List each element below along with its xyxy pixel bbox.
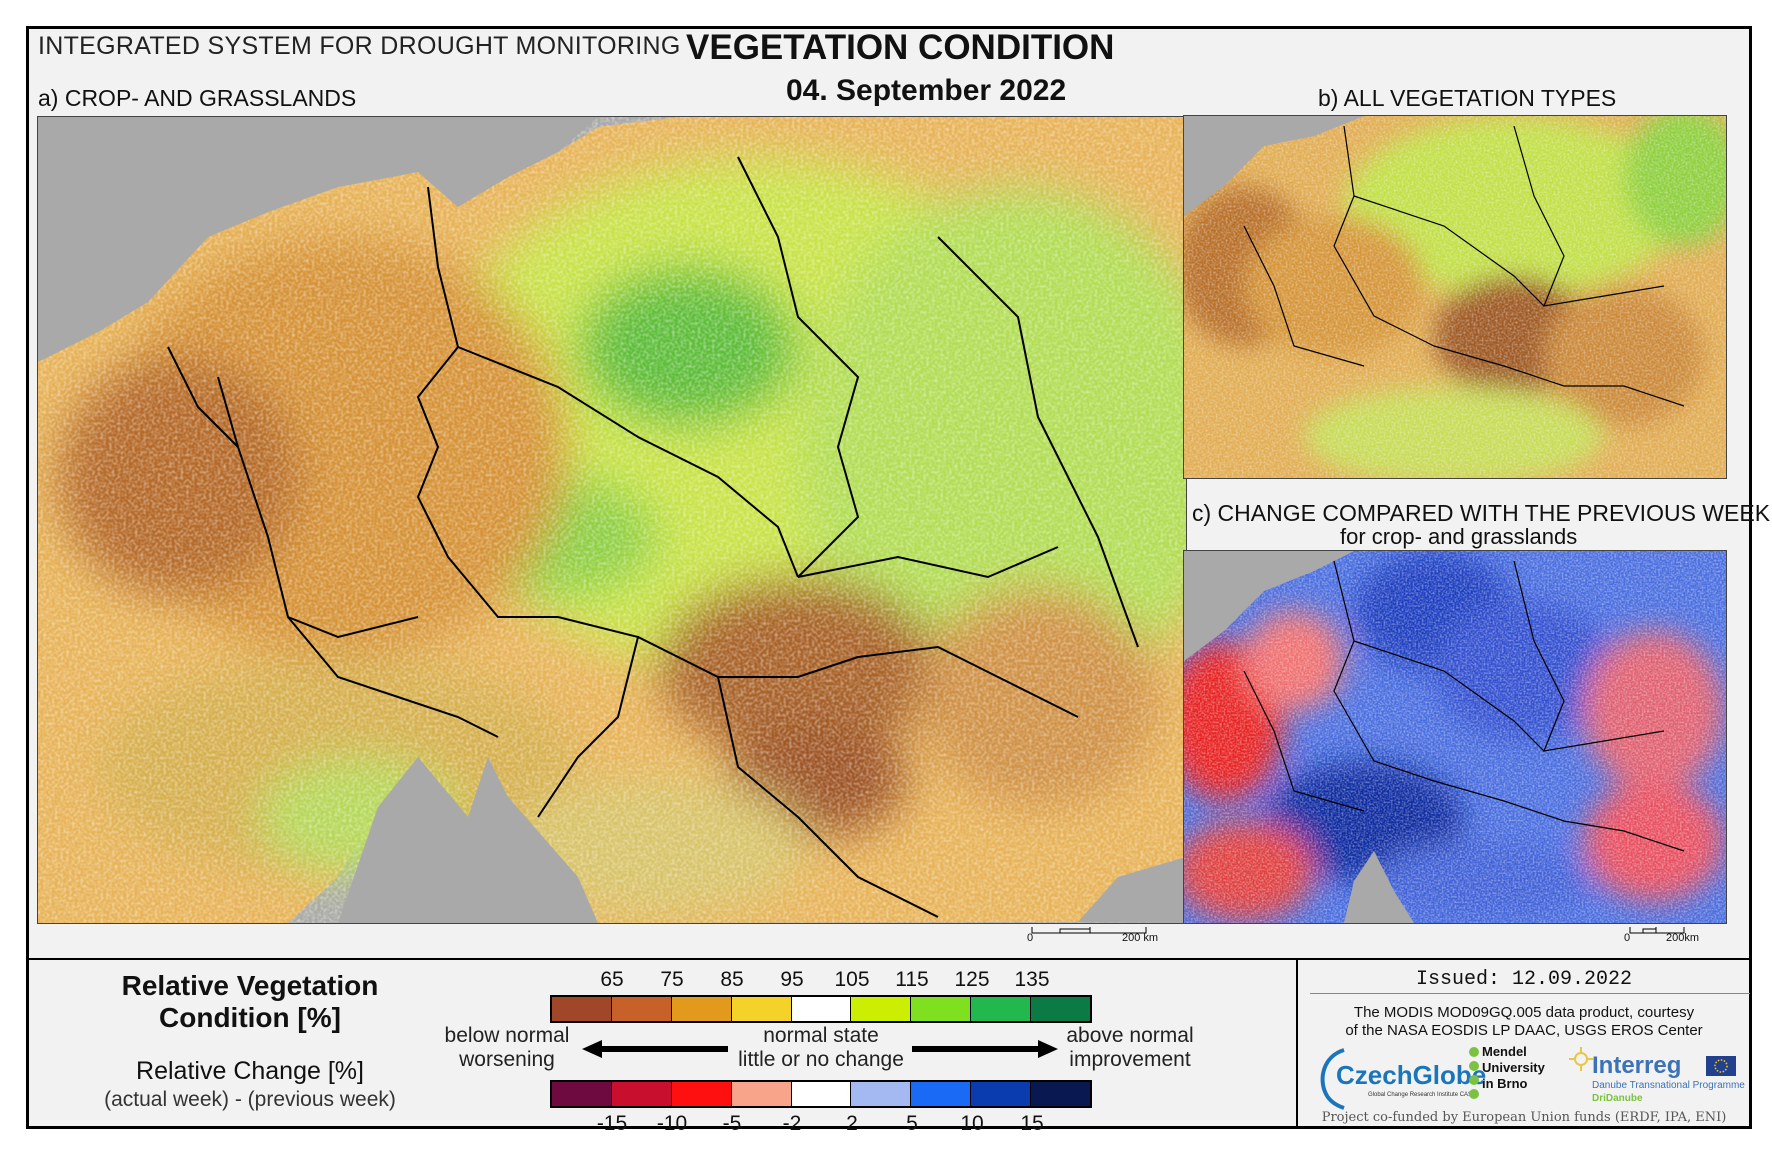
rvc-tick: 95 xyxy=(780,968,804,991)
change-color-swatch xyxy=(731,1082,792,1106)
rvc-color-swatch xyxy=(731,997,792,1021)
mendel-dots-icon xyxy=(1469,1047,1479,1099)
change-tick: 10 xyxy=(960,1112,984,1135)
change-color-swatch xyxy=(611,1082,672,1106)
left-arrow xyxy=(582,1040,728,1058)
scalebar-c-end: 200km xyxy=(1666,932,1700,944)
change-legend-subtitle: (actual week) - (previous week) xyxy=(104,1088,396,1111)
right-arrow xyxy=(912,1040,1058,1058)
mendel-logo: Mendel University in Brno xyxy=(1482,1044,1545,1091)
rvc-color-swatch xyxy=(791,997,852,1021)
change-tick: -15 xyxy=(596,1112,628,1135)
rvc-tick: 125 xyxy=(954,968,990,991)
panel-b-label: b) ALL VEGETATION TYPES xyxy=(1318,85,1617,111)
footer-separator xyxy=(1296,960,1298,1128)
north-sea xyxy=(38,117,598,362)
rvc-tick: 65 xyxy=(600,968,624,991)
dridanube-label: DriDanube xyxy=(1592,1093,1643,1104)
normal-state-note: normal state little or no change xyxy=(738,1024,904,1071)
change-tick: 2 xyxy=(846,1112,858,1135)
map-b-svg xyxy=(1184,116,1726,478)
rvc-color-swatch xyxy=(971,997,1032,1021)
panel-c-label: c) CHANGE COMPARED WITH THE PREVIOUS WEE… xyxy=(1192,500,1771,526)
map-date: 04. September 2022 xyxy=(786,74,1067,107)
rvc-ticks: 65 75 85 95 105 115 125 135 xyxy=(552,968,1092,992)
eu-flag-icon xyxy=(1706,1056,1736,1076)
below-normal-note: below normal worsening xyxy=(444,1024,570,1071)
rvc-color-swatch xyxy=(671,997,732,1021)
czechglobe-logo: CzechGlobe xyxy=(1336,1060,1487,1090)
change-color-swatch xyxy=(791,1082,852,1106)
scalebar-a xyxy=(1030,922,1150,936)
change-color-swatch xyxy=(552,1082,612,1106)
black-sea xyxy=(1078,857,1186,923)
czechglobe-arc-icon xyxy=(1320,1048,1345,1110)
cofunded-note: Project co-funded by European Union fund… xyxy=(1321,1110,1727,1125)
rvc-tick: 105 xyxy=(834,968,870,991)
change-color-swatch xyxy=(911,1082,972,1106)
issued-divider xyxy=(1310,993,1750,994)
rvc-color-swatch xyxy=(552,997,612,1021)
change-tick: -10 xyxy=(656,1112,688,1135)
rvc-tick: 115 xyxy=(895,968,929,991)
change-color-swatch xyxy=(971,1082,1032,1106)
panel-a-label: a) CROP- AND GRASSLANDS xyxy=(38,85,357,111)
data-credit: The MODIS MOD09GQ.005 data product, cour… xyxy=(1345,1004,1703,1039)
change-legend-title: Relative Change [%] xyxy=(136,1057,364,1085)
interreg-star-icon xyxy=(1569,1047,1593,1071)
issued-date: Issued: 12.09.2022 xyxy=(1415,968,1633,991)
map-title: VEGETATION CONDITION xyxy=(686,28,1115,67)
change-color-swatch xyxy=(851,1082,912,1106)
legend-separator xyxy=(26,958,1752,960)
czechglobe-subtitle: Global Change Research Institute CAS xyxy=(1368,1092,1473,1098)
change-color-ramp xyxy=(550,1080,1092,1108)
change-color-swatch xyxy=(671,1082,732,1106)
rvc-color-swatch xyxy=(911,997,972,1021)
rvc-legend-title: Relative Vegetation Condition [%] xyxy=(121,970,379,1033)
country-borders xyxy=(167,156,1139,918)
rvc-color-swatch xyxy=(851,997,912,1021)
scalebar-c-zero: 0 xyxy=(1624,932,1631,944)
above-normal-note: above normal improvement xyxy=(1066,1024,1194,1071)
system-name: INTEGRATED SYSTEM FOR DROUGHT MONITORING xyxy=(38,32,681,60)
panel-c-sublabel: for crop- and grasslands xyxy=(1340,524,1578,549)
adriatic-sea xyxy=(338,757,598,923)
change-tick: 5 xyxy=(906,1112,918,1135)
change-color-swatch xyxy=(1031,1082,1091,1106)
map-a-svg xyxy=(38,117,1186,923)
change-tick: 15 xyxy=(1020,1112,1044,1135)
map-c-svg xyxy=(1184,551,1726,923)
change-tick: -2 xyxy=(782,1112,802,1135)
noise-overlay xyxy=(38,117,1186,923)
map-panel-b xyxy=(1183,115,1727,479)
rvc-tick: 135 xyxy=(1014,968,1050,991)
scalebar-c xyxy=(1628,922,1688,934)
map-panel-a xyxy=(37,116,1187,924)
map-panel-c xyxy=(1183,550,1727,924)
rvc-color-swatch xyxy=(1031,997,1091,1021)
change-tick: -5 xyxy=(722,1112,742,1135)
scalebar-a-zero: 0 xyxy=(1027,932,1034,944)
interreg-subtitle: Danube Transnational Programme xyxy=(1592,1080,1745,1091)
interreg-logo: Interreg xyxy=(1592,1052,1682,1079)
rvc-color-ramp xyxy=(550,995,1092,1023)
rvc-color-swatch xyxy=(611,997,672,1021)
change-ticks: -15 -10 -5 -2 2 5 10 15 xyxy=(552,1112,1092,1136)
scalebar-a-end: 200 km xyxy=(1122,932,1159,944)
rvc-tick: 75 xyxy=(660,968,684,991)
rvc-tick: 85 xyxy=(720,968,744,991)
